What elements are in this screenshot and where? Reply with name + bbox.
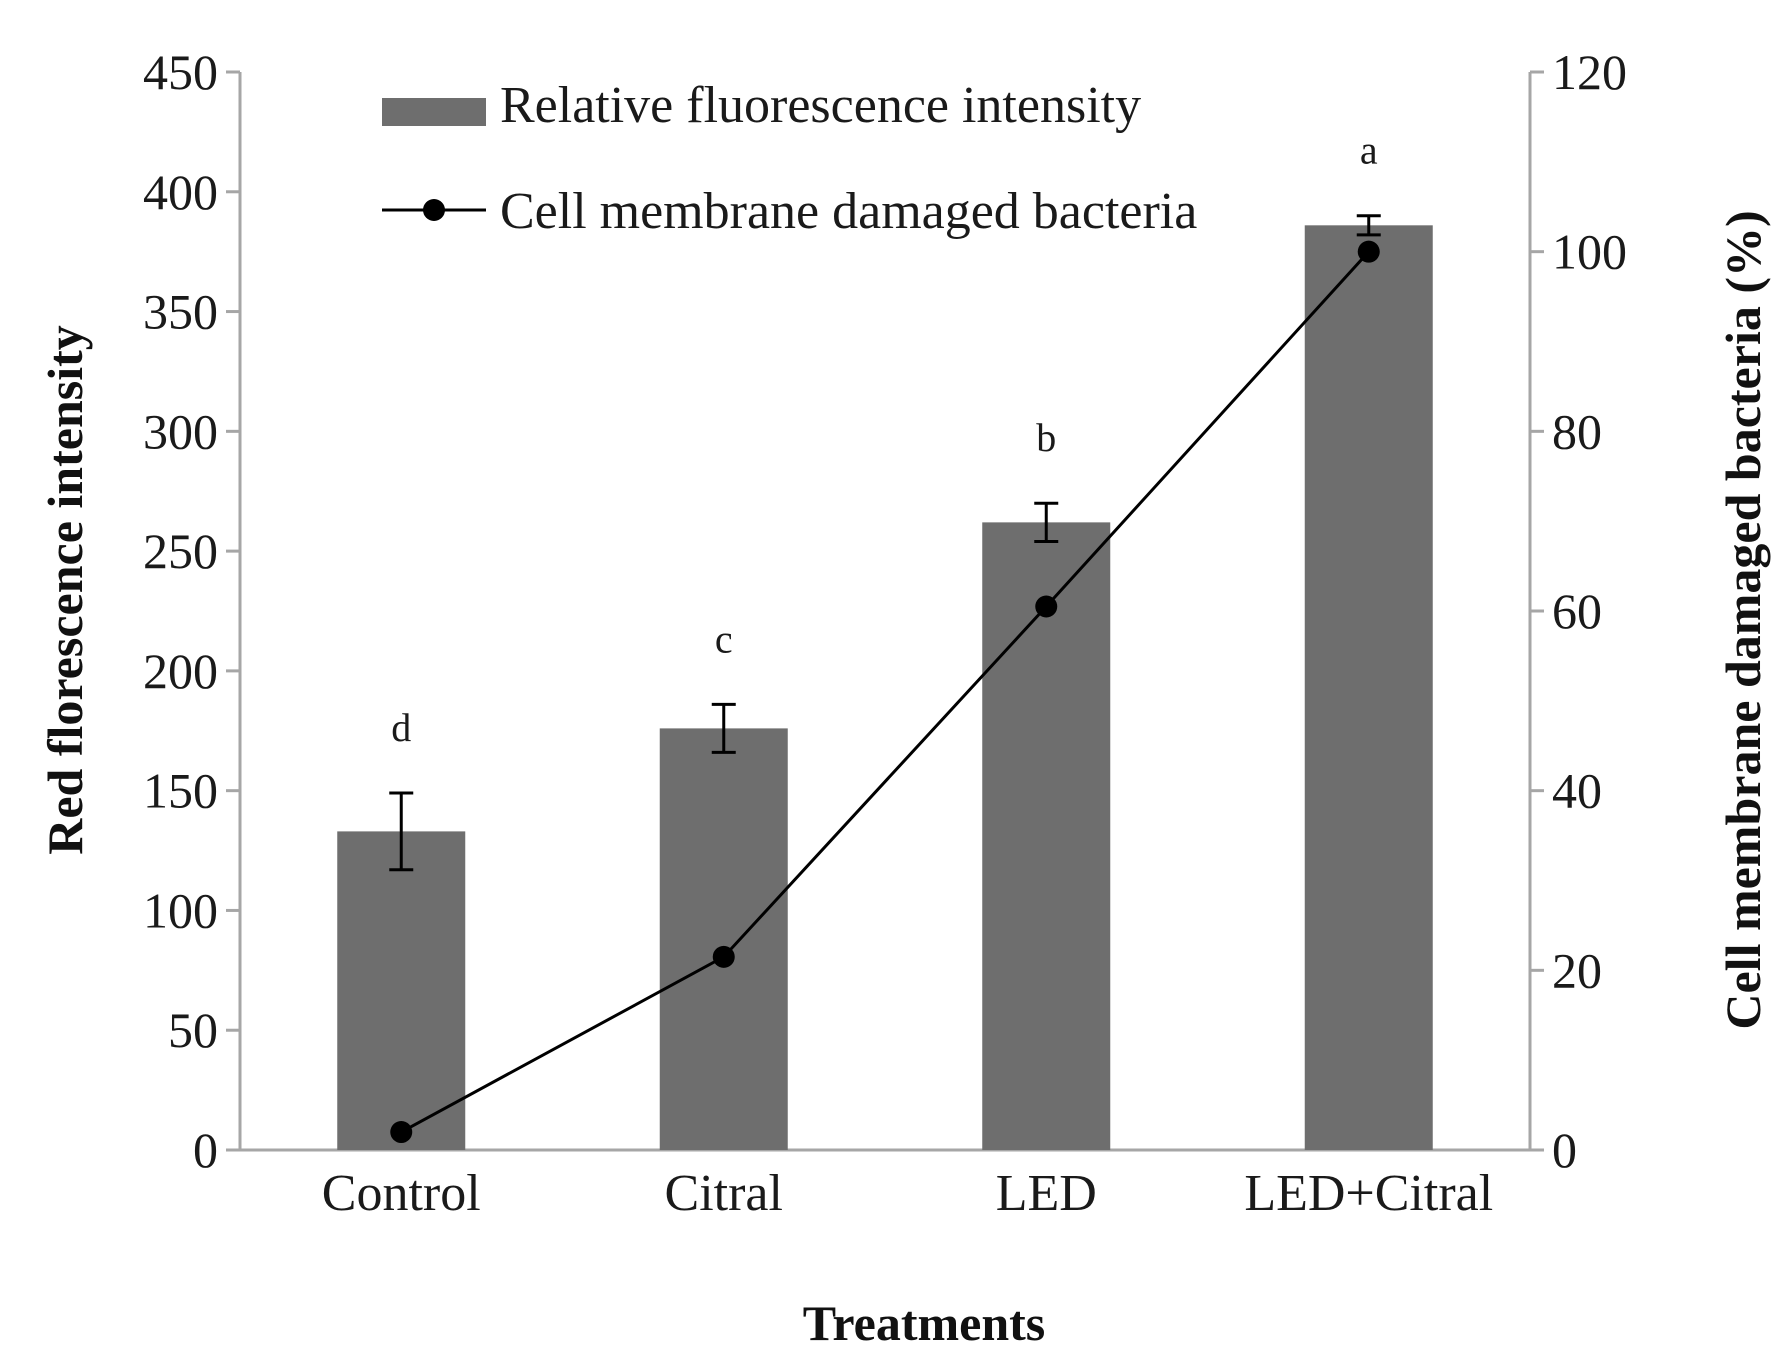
legend-label-bar: Relative fluorescence intensity bbox=[500, 77, 1141, 134]
y-tick-label-right: 100 bbox=[1552, 224, 1627, 280]
series-line bbox=[400, 250, 1370, 1134]
bar bbox=[982, 522, 1111, 1150]
bars-layer bbox=[337, 214, 1433, 1150]
bar bbox=[1304, 225, 1433, 1150]
y-tick-label-left: 100 bbox=[143, 882, 218, 938]
y-tick-label-right: 60 bbox=[1552, 583, 1602, 639]
line-point bbox=[712, 945, 735, 968]
legend-bar-swatch bbox=[382, 98, 486, 126]
x-tick-label: LED+Citral bbox=[1244, 1165, 1493, 1222]
y-axis-title-left: Red florescence intensity bbox=[37, 325, 93, 855]
significance-letter: d bbox=[391, 705, 411, 750]
line-layer bbox=[390, 240, 1380, 1144]
bar bbox=[659, 728, 788, 1150]
legend-label-line: Cell membrane damaged bacteria bbox=[500, 183, 1197, 240]
labels-layer: d c b a bbox=[391, 128, 1378, 750]
line-point bbox=[1035, 595, 1058, 618]
y-tick-label-left: 400 bbox=[143, 164, 218, 220]
x-axis-title: Treatments bbox=[803, 1295, 1046, 1351]
y-tick-label-left: 300 bbox=[143, 403, 218, 459]
y-tick-label-right: 120 bbox=[1552, 44, 1627, 100]
legend-line-marker bbox=[423, 199, 445, 221]
y-tick-label-right: 0 bbox=[1552, 1122, 1577, 1178]
x-tick-label: LED bbox=[996, 1165, 1097, 1222]
y-tick-label-left: 250 bbox=[143, 523, 218, 579]
line-point bbox=[390, 1121, 413, 1144]
y-tick-label-left: 50 bbox=[168, 1002, 218, 1058]
y-tick-label-left: 0 bbox=[193, 1122, 218, 1178]
y-tick-label-left: 350 bbox=[143, 284, 218, 340]
line-point bbox=[1357, 240, 1380, 263]
y-tick-label-right: 40 bbox=[1552, 763, 1602, 819]
y-tick-label-left: 200 bbox=[143, 643, 218, 699]
bar bbox=[337, 831, 466, 1150]
y-tick-label-left: 150 bbox=[143, 763, 218, 819]
x-tick-label: Citral bbox=[665, 1165, 783, 1222]
significance-letter: c bbox=[715, 616, 733, 661]
y-tick-label-left: 450 bbox=[143, 44, 218, 100]
legend: Relative fluorescence intensity Cell mem… bbox=[382, 77, 1197, 240]
y-tick-label-right: 80 bbox=[1552, 403, 1602, 459]
x-tick-label: Control bbox=[322, 1165, 481, 1222]
y-tick-label-right: 20 bbox=[1552, 942, 1602, 998]
axes-layer: 0 50 100 150 200 250 300 350 400 450 0 20 40 60 80 100 1… bbox=[143, 44, 1627, 1222]
y-axis-title-right: Cell membrane damaged bacteria (%) bbox=[1715, 210, 1771, 1029]
significance-letter: b bbox=[1036, 415, 1056, 460]
significance-letter: a bbox=[1360, 128, 1378, 173]
